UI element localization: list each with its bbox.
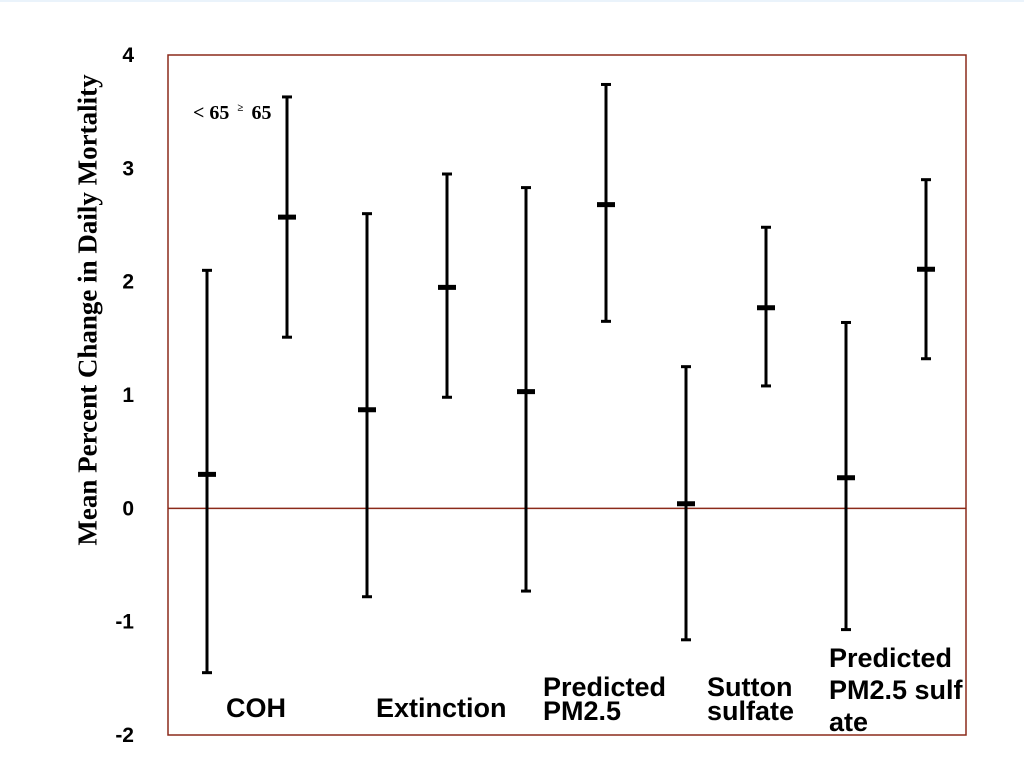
y-tick-label: 1 <box>122 384 134 407</box>
category-label-extinction: Extinction <box>376 693 507 723</box>
y-tick-label: -1 <box>115 611 134 634</box>
errorbar-old-1 <box>438 172 456 399</box>
y-tick-label: -2 <box>115 724 134 747</box>
category-label-predicted-pm25: Predicted PM2.5 <box>543 672 667 726</box>
category-label-coh: COH <box>226 693 286 723</box>
errorbar-young-1 <box>358 212 376 599</box>
y-tick-label: 3 <box>122 157 134 180</box>
category-label-sutton-sulfate: Sutton sulfate <box>707 672 795 726</box>
legend-label-young: < 65 <box>193 102 230 124</box>
y-tick-label: 4 <box>122 44 134 67</box>
errorbar-young-2 <box>517 186 535 593</box>
legend-label-old: 65 <box>251 102 272 124</box>
top-accent-line <box>0 0 1024 2</box>
y-tick-label: 2 <box>122 271 134 294</box>
legend-ge-symbol: ≥ <box>237 102 244 114</box>
errorbar-old-3 <box>757 225 775 388</box>
errorbar-old-4 <box>917 178 935 361</box>
category-label-predicted-pm25-sulfate: Predicted PM2.5 sulfate <box>829 643 963 737</box>
y-axis-title: Mean Percent Change in Daily Mortality <box>72 74 103 546</box>
errorbar-old-2 <box>597 82 615 323</box>
plot-frame <box>167 54 967 736</box>
errorbar-old-0 <box>278 95 296 339</box>
errorbar-young-4 <box>837 320 855 632</box>
y-tick-label: 0 <box>122 497 134 520</box>
errorbar-young-0 <box>198 268 216 675</box>
errorbar-young-3 <box>677 365 695 642</box>
legend: < 65 ≥ 65 <box>193 102 271 125</box>
